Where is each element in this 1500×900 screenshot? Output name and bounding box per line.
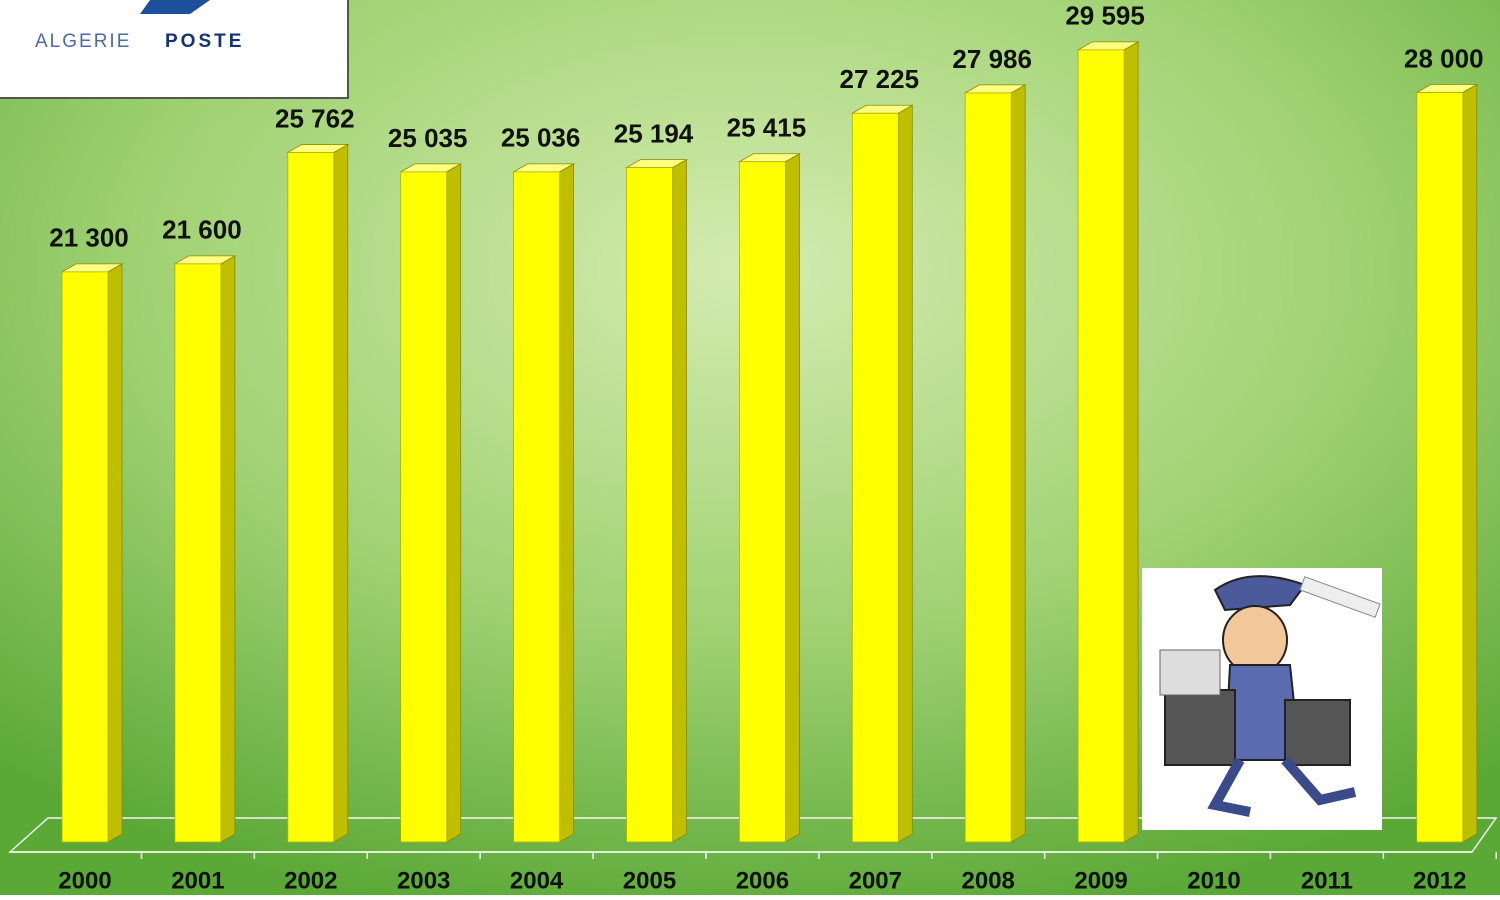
x-tick-label: 2010 — [1187, 867, 1240, 894]
bar-front — [626, 167, 673, 843]
bar-side — [1123, 41, 1139, 843]
bar — [1076, 41, 1140, 843]
bar-front — [1077, 49, 1125, 843]
logo-box — [0, 0, 349, 99]
x-tick-label: 2012 — [1413, 867, 1466, 894]
bar-front — [61, 271, 109, 843]
bar-side — [446, 163, 462, 843]
x-tick-label: 2003 — [397, 867, 450, 894]
bar-side — [1010, 84, 1026, 843]
x-tick-label: 2011 — [1301, 867, 1353, 894]
bar-front — [174, 263, 222, 843]
value-label: 29 595 — [1065, 1, 1145, 31]
bar — [850, 104, 914, 843]
x-tick-label: 2006 — [736, 867, 789, 894]
value-label: 25 194 — [614, 119, 694, 149]
bar-front — [964, 92, 1012, 843]
legs — [1207, 756, 1357, 817]
bar — [60, 263, 124, 843]
value-label: 21 300 — [49, 223, 129, 253]
value-label: 27 225 — [840, 64, 920, 94]
x-tick-label: 2007 — [849, 867, 902, 894]
bar — [1415, 83, 1479, 843]
value-label: 27 986 — [952, 44, 1032, 74]
bar-front — [1416, 92, 1464, 843]
logo: ALGERIE POSTE — [0, 0, 349, 99]
value-label: 25 036 — [501, 123, 581, 153]
bag — [1284, 699, 1351, 766]
bar — [963, 84, 1027, 843]
bar — [512, 163, 576, 843]
logo-mark — [140, 0, 210, 14]
bar-side — [897, 104, 913, 843]
bag — [1164, 689, 1236, 766]
postman-illustration — [1142, 568, 1382, 830]
bar-side — [785, 153, 800, 843]
bar — [624, 158, 689, 843]
value-label: 21 600 — [162, 215, 242, 245]
bar-side — [220, 255, 236, 843]
x-tick-label: 2002 — [284, 867, 337, 894]
x-tick-label: 2000 — [58, 867, 111, 894]
bar-side — [1462, 83, 1478, 843]
x-tick-label: 2005 — [623, 867, 676, 894]
bar-side — [333, 143, 349, 843]
value-label: 25 415 — [727, 113, 807, 143]
bar-side — [672, 158, 687, 843]
x-tick-label: 2004 — [510, 867, 564, 894]
logo-word: POSTE — [165, 31, 244, 52]
face — [1222, 605, 1288, 675]
bar-front — [739, 161, 786, 843]
bar — [399, 163, 463, 843]
value-label: 25 762 — [275, 103, 355, 133]
bar-front — [400, 171, 448, 843]
bar-front — [287, 152, 335, 843]
bar-side — [107, 263, 123, 843]
cap — [1213, 575, 1307, 612]
scroll — [1299, 576, 1381, 618]
logo-word: ALGERIE — [35, 31, 131, 52]
bar-front — [513, 171, 560, 843]
bar — [173, 255, 237, 843]
x-tick-label: 2008 — [962, 867, 1015, 894]
bar-front — [851, 112, 899, 843]
value-label: 28 000 — [1404, 43, 1484, 73]
bar — [286, 143, 350, 843]
bar — [737, 153, 801, 843]
value-label: 25 035 — [388, 123, 468, 153]
x-tick-label: 2009 — [1074, 867, 1127, 894]
letters — [1159, 649, 1221, 696]
x-tick-label: 2001 — [171, 867, 224, 894]
bar-side — [559, 163, 574, 843]
